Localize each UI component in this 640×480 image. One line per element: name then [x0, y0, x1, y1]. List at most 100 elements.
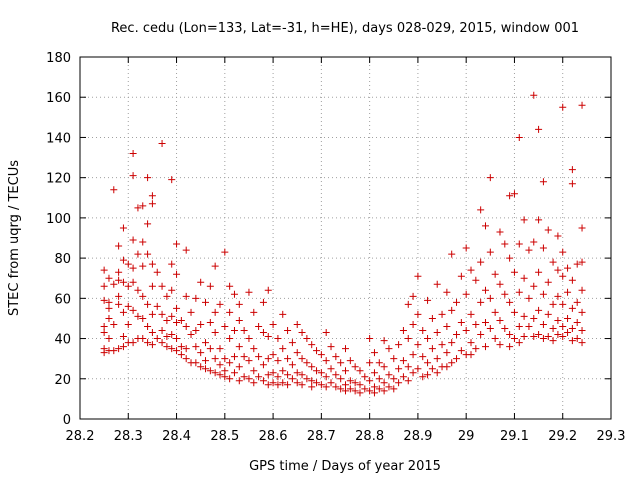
- data-point: [288, 375, 296, 383]
- data-point: [337, 385, 345, 393]
- data-point: [510, 335, 518, 343]
- data-point: [554, 292, 562, 300]
- data-point: [313, 347, 321, 355]
- data-point: [317, 381, 325, 389]
- data-point: [110, 347, 118, 355]
- data-point: [148, 310, 156, 318]
- data-point: [173, 347, 181, 355]
- x-tick-label: 28.9: [403, 429, 432, 444]
- data-point: [148, 282, 156, 290]
- data-point: [366, 377, 374, 385]
- data-point: [134, 204, 142, 212]
- x-tick-label: 29: [458, 429, 475, 444]
- data-point: [457, 347, 465, 355]
- data-point: [115, 292, 123, 300]
- data-point: [317, 369, 325, 377]
- data-point: [144, 220, 152, 228]
- data-point: [419, 327, 427, 335]
- grid-lines: [80, 57, 611, 419]
- data-point: [385, 371, 393, 379]
- data-point: [346, 357, 354, 365]
- data-point: [274, 373, 282, 381]
- data-point: [230, 369, 238, 377]
- x-tick-label: 29.3: [597, 429, 626, 444]
- data-point: [308, 377, 316, 385]
- data-point: [202, 357, 210, 365]
- data-point: [202, 365, 210, 373]
- data-point: [235, 316, 243, 324]
- data-point: [520, 333, 528, 341]
- data-point: [375, 385, 383, 393]
- data-point: [245, 375, 253, 383]
- data-point: [486, 174, 494, 182]
- data-point: [308, 383, 316, 391]
- data-point: [443, 288, 451, 296]
- data-point: [404, 335, 412, 343]
- data-point: [496, 316, 504, 324]
- data-point: [515, 322, 523, 330]
- data-point: [245, 288, 253, 296]
- data-point: [197, 278, 205, 286]
- data-point: [303, 335, 311, 343]
- data-point: [506, 331, 514, 339]
- data-point: [501, 290, 509, 298]
- data-point: [148, 329, 156, 337]
- data-point: [424, 359, 432, 367]
- data-point: [313, 367, 321, 375]
- data-point: [144, 339, 152, 347]
- data-point: [226, 308, 234, 316]
- data-point: [467, 339, 475, 347]
- data-point: [129, 236, 137, 244]
- data-point: [129, 306, 137, 314]
- data-point: [578, 327, 586, 335]
- data-point: [515, 133, 523, 141]
- data-point: [288, 361, 296, 369]
- data-point: [351, 363, 359, 371]
- data-point: [578, 101, 586, 109]
- x-axis-label: GPS time / Days of year 2015: [249, 459, 441, 474]
- data-point: [453, 331, 461, 339]
- data-point: [250, 379, 258, 387]
- data-point: [370, 369, 378, 377]
- data-point: [250, 345, 258, 353]
- data-point: [274, 335, 282, 343]
- data-point: [356, 381, 364, 389]
- data-point: [115, 276, 123, 284]
- data-point: [530, 282, 538, 290]
- data-point: [230, 290, 238, 298]
- data-point: [327, 365, 335, 373]
- data-point: [264, 381, 272, 389]
- x-tick-label: 28.7: [307, 429, 336, 444]
- data-point: [568, 180, 576, 188]
- data-point: [530, 314, 538, 322]
- data-point: [221, 373, 229, 381]
- data-point: [173, 318, 181, 326]
- data-point: [327, 379, 335, 387]
- data-point: [448, 339, 456, 347]
- data-point: [105, 314, 113, 322]
- data-point: [554, 316, 562, 324]
- data-point: [520, 274, 528, 282]
- data-point: [342, 381, 349, 389]
- data-point: [568, 337, 576, 345]
- data-point: [139, 202, 147, 210]
- data-point: [443, 363, 451, 371]
- data-point: [491, 308, 499, 316]
- data-point: [322, 329, 330, 337]
- data-point: [322, 373, 330, 381]
- data-point: [501, 325, 509, 332]
- data-point: [332, 371, 340, 379]
- data-point: [366, 359, 374, 367]
- data-point: [472, 276, 480, 284]
- data-point: [298, 355, 306, 363]
- x-tick-label: 28.5: [210, 429, 239, 444]
- data-point: [206, 367, 214, 375]
- data-point: [390, 375, 398, 383]
- data-point: [163, 292, 171, 300]
- data-point: [472, 320, 480, 328]
- data-point: [317, 351, 325, 359]
- data-point: [322, 383, 330, 391]
- data-point: [433, 329, 441, 337]
- data-point: [462, 327, 470, 335]
- data-point: [115, 345, 123, 353]
